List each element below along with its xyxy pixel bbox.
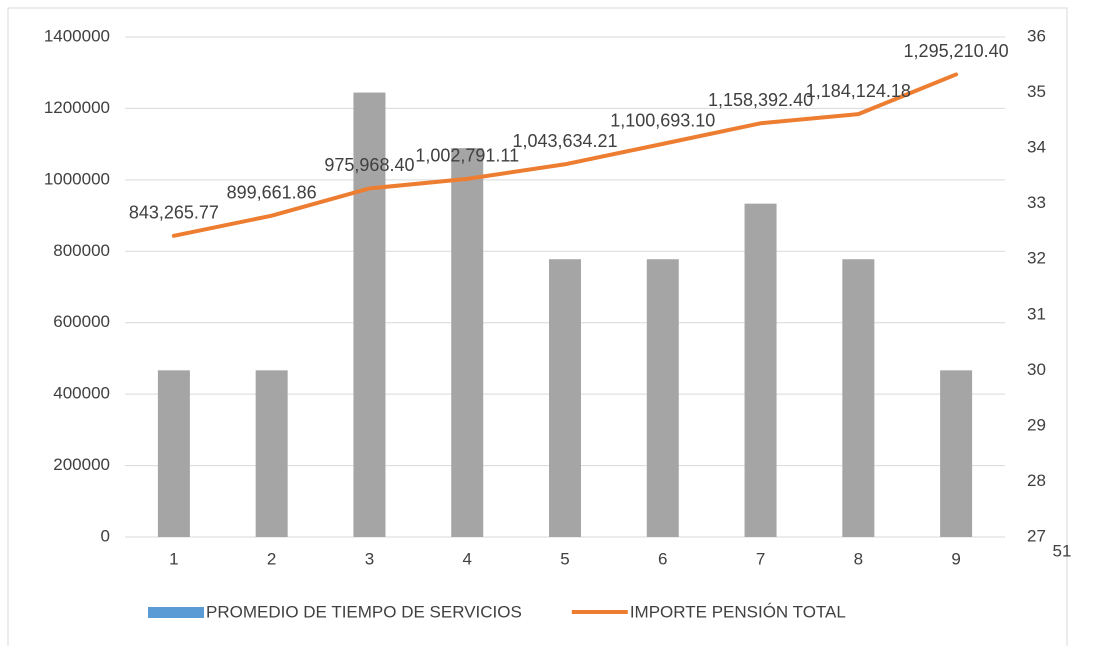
x-tick-label: 9 — [951, 549, 960, 568]
x-tick-label: 1 — [169, 549, 178, 568]
data-label: 843,265.77 — [129, 203, 219, 223]
bar — [549, 259, 581, 537]
x-tick-label: 6 — [658, 549, 667, 568]
y-tick-label: 600000 — [53, 312, 110, 331]
legend-label: IMPORTE PENSIÓN TOTAL — [630, 602, 846, 621]
y-tick-label: 400000 — [53, 384, 110, 403]
y-tick-label: 1000000 — [44, 169, 110, 188]
data-label: 1,002,791.11 — [415, 146, 519, 166]
bar — [451, 148, 484, 537]
y-tick-label: 200000 — [53, 455, 110, 474]
y2-tick-label: 33 — [1027, 193, 1046, 212]
bar — [744, 203, 777, 537]
x-tick-label: 7 — [756, 549, 765, 568]
bar — [157, 370, 190, 537]
y-tick-label: 0 — [101, 526, 110, 545]
data-label: 1,158,392.40 — [708, 90, 813, 110]
y2-tick-label: 32 — [1027, 249, 1046, 268]
x-tick-label: 2 — [267, 549, 276, 568]
y-tick-label: 1200000 — [44, 98, 110, 117]
line — [171, 72, 959, 238]
y2-tick-label: 27 — [1027, 526, 1046, 545]
y2-tick-label: 30 — [1027, 360, 1046, 379]
legend-swatch — [148, 607, 204, 618]
data-label: 1,100,693.10 — [610, 111, 715, 131]
bar — [353, 92, 386, 538]
chart-frame — [7, 7, 1068, 646]
data-label: 1,184,124.18 — [806, 81, 911, 101]
bar — [842, 259, 875, 537]
annotation: 51 — [1053, 541, 1072, 560]
data-label: 1,295,210.40 — [904, 41, 1009, 61]
y2-tick-label: 28 — [1027, 471, 1046, 490]
data-label: 975,968.40 — [324, 155, 414, 175]
legend-label: PROMEDIO DE TIEMPO DE SERVICIOS — [206, 602, 522, 621]
y2-tick-label: 34 — [1027, 138, 1046, 157]
x-tick-label: 8 — [854, 549, 863, 568]
y2-tick-label: 31 — [1027, 304, 1046, 323]
bar — [255, 370, 288, 537]
data-label: 1,043,634.21 — [512, 131, 617, 151]
y-tick-label: 1400000 — [44, 26, 110, 45]
y2-tick-label: 35 — [1027, 82, 1046, 101]
y2-tick-label: 29 — [1027, 415, 1046, 434]
x-tick-label: 5 — [560, 549, 569, 568]
bar — [646, 259, 679, 537]
y2-tick-label: 36 — [1027, 26, 1046, 45]
x-tick-label: 4 — [462, 549, 471, 568]
data-label: 899,661.86 — [227, 182, 317, 202]
y-tick-label: 800000 — [53, 241, 110, 260]
x-tick-label: 3 — [365, 549, 374, 568]
bar — [940, 370, 973, 537]
